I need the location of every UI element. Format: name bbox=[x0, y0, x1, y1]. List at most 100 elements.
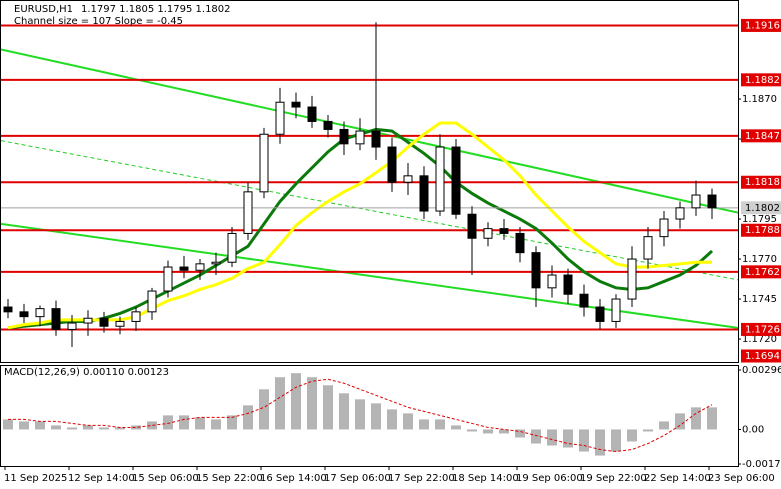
moving-average bbox=[7, 121, 712, 330]
x-tick-label: 17 Sep 22:00 bbox=[388, 473, 455, 484]
macd-bar bbox=[659, 421, 669, 430]
y-tick-label: 1.1870 bbox=[742, 94, 777, 105]
symbol: EURUSD,H1 bbox=[14, 4, 73, 15]
candle-body bbox=[675, 207, 685, 220]
macd-bar bbox=[483, 429, 493, 434]
candle-body bbox=[499, 228, 509, 234]
macd-bar bbox=[211, 419, 221, 430]
macd-frame bbox=[0, 365, 739, 467]
macd-bar bbox=[163, 415, 173, 430]
x-tick-label: 23 Sep 06:00 bbox=[708, 473, 775, 484]
macd-bar bbox=[99, 427, 109, 430]
candle-body bbox=[275, 101, 285, 135]
macd-bar bbox=[643, 429, 653, 432]
candle-body bbox=[115, 320, 125, 327]
x-tick-label: 11 Sep 2025 bbox=[4, 473, 67, 484]
candle-body bbox=[659, 218, 669, 238]
candle-body bbox=[163, 266, 173, 292]
y-tick-label: 1.1770 bbox=[742, 254, 777, 265]
macd-bar bbox=[243, 405, 253, 430]
macd-bar bbox=[339, 393, 349, 430]
level-label-box bbox=[741, 18, 781, 32]
macd-bar bbox=[115, 427, 125, 430]
candle-body bbox=[259, 133, 269, 193]
x-tick-label: 18 Sep 14:00 bbox=[452, 473, 519, 484]
candle-body bbox=[371, 130, 381, 148]
macd-bar bbox=[595, 429, 605, 456]
macd-bar bbox=[451, 425, 461, 430]
x-tick-label: 12 Sep 14:00 bbox=[68, 473, 135, 484]
macd-bar bbox=[467, 429, 477, 432]
macd-bar bbox=[387, 409, 397, 430]
candle-body bbox=[467, 213, 477, 239]
candle-body bbox=[403, 175, 413, 183]
level-label: 1.1882 bbox=[745, 75, 780, 86]
level-label-box bbox=[741, 349, 781, 363]
candle-body bbox=[451, 146, 461, 215]
macd-bar bbox=[19, 421, 29, 430]
level-label: 1.1788 bbox=[745, 225, 780, 236]
macd-bar bbox=[179, 415, 189, 430]
level-label: 1.1726 bbox=[745, 324, 780, 335]
candle-body bbox=[579, 293, 589, 308]
last-price-box bbox=[741, 201, 781, 215]
macd-bar bbox=[675, 413, 685, 430]
macd-bar bbox=[355, 399, 365, 430]
macd-bar bbox=[611, 429, 621, 452]
level-label-box bbox=[741, 175, 781, 189]
last-price-label: 1.1802 bbox=[745, 203, 780, 214]
level-label-box bbox=[741, 223, 781, 237]
x-tick-label: 15 Sep 22:00 bbox=[196, 473, 263, 484]
channel-line bbox=[1, 140, 738, 281]
macd-bar bbox=[371, 403, 381, 430]
x-tick-label: 22 Sep 14:00 bbox=[644, 473, 711, 484]
candle-body bbox=[147, 290, 157, 313]
macd-bar bbox=[147, 421, 157, 430]
macd-tick-label: 0.00296 bbox=[742, 365, 781, 376]
level-label: 1.1818 bbox=[745, 177, 780, 188]
macd-bar bbox=[51, 425, 61, 430]
level-label: 1.1916 bbox=[745, 20, 780, 31]
x-tick-label: 19 Sep 06:00 bbox=[516, 473, 583, 484]
macd-bar bbox=[691, 407, 701, 430]
candle-body bbox=[563, 274, 573, 295]
level-label: 1.1762 bbox=[745, 267, 780, 278]
candle-body bbox=[515, 232, 525, 254]
macd-bar bbox=[275, 377, 285, 430]
candle-body bbox=[339, 128, 349, 145]
candle-body bbox=[323, 120, 333, 130]
candle-body bbox=[19, 311, 29, 318]
x-tick-label: 15 Sep 06:00 bbox=[132, 473, 199, 484]
level-label: 1.1847 bbox=[745, 131, 780, 142]
macd-bar bbox=[435, 419, 445, 430]
macd-bar bbox=[547, 429, 557, 446]
candle-body bbox=[387, 146, 397, 183]
candle-body bbox=[227, 232, 237, 263]
macd-signal bbox=[8, 378, 713, 453]
axes: 1.17201.17451.17701.17951.18451.18701.19… bbox=[4, 18, 781, 484]
macd-bar bbox=[67, 427, 77, 430]
candle-body bbox=[531, 252, 541, 289]
candle-body bbox=[83, 317, 93, 324]
macd-bar bbox=[195, 417, 205, 430]
candle-body bbox=[179, 266, 189, 271]
x-tick-label: 19 Sep 22:00 bbox=[580, 473, 647, 484]
candle-body bbox=[595, 306, 605, 322]
candle-body bbox=[643, 236, 653, 260]
macd-tick-label: -0.00172 bbox=[742, 459, 781, 470]
macd-bar bbox=[403, 413, 413, 430]
chart-header: EURUSD,H1 1.1797 1.1805 1.1795 1.1802 bbox=[14, 4, 231, 15]
x-tick-label: 16 Sep 14:00 bbox=[260, 473, 327, 484]
y-tick-label: 1.1720 bbox=[742, 334, 777, 345]
macd-bar bbox=[3, 419, 13, 430]
main-panel bbox=[1, 22, 738, 348]
ohlc-text: 1.1797 1.1805 1.1795 1.1802 bbox=[81, 4, 231, 15]
y-tick-label: 1.1745 bbox=[742, 294, 777, 305]
candle-body bbox=[611, 298, 621, 322]
candle-body bbox=[547, 274, 557, 289]
macd-title: MACD(12,26,9) 0.00110 0.00123 bbox=[4, 367, 169, 378]
macd-bar bbox=[627, 429, 637, 442]
candle-body bbox=[51, 308, 61, 330]
